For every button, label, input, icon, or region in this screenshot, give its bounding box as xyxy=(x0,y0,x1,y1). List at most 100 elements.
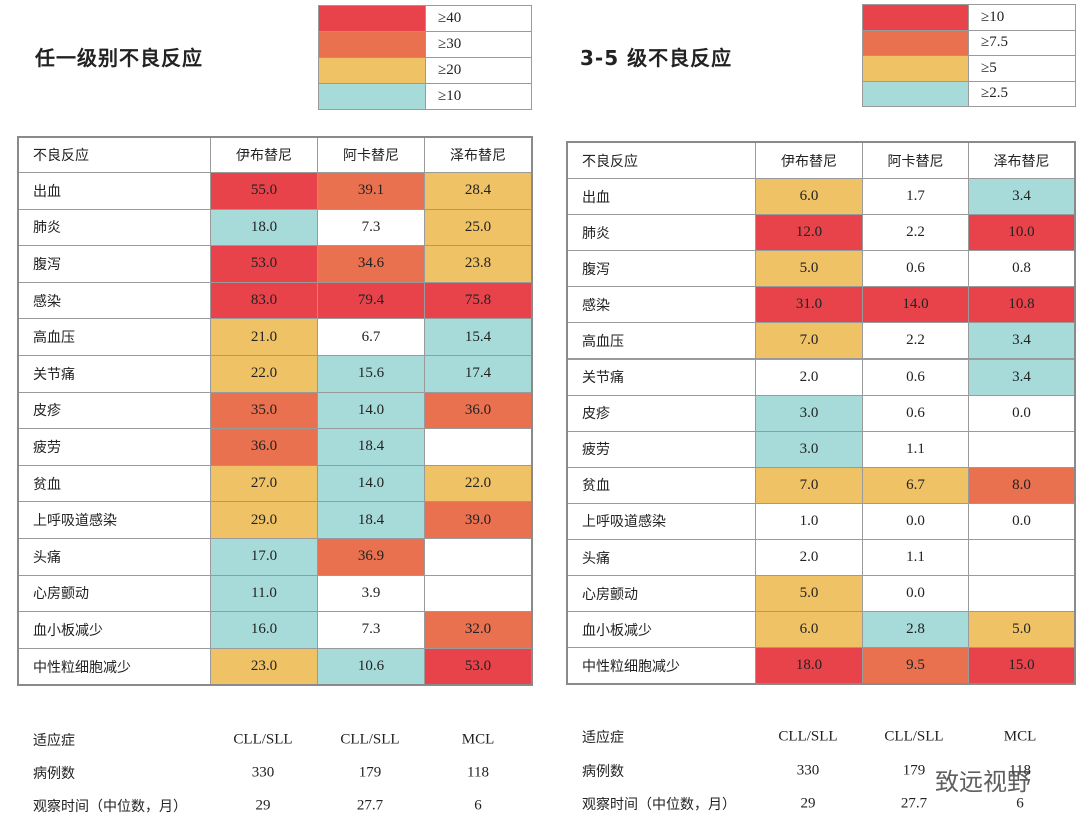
summary-value: 330 xyxy=(796,762,820,778)
value-cell: 36.0 xyxy=(424,391,532,430)
value-cell: 2.0 xyxy=(755,539,863,577)
value-cell: 18.0 xyxy=(755,647,863,685)
value-cell: 79.4 xyxy=(317,281,425,320)
value-cell: 39.0 xyxy=(424,501,532,539)
summary-value: 29 xyxy=(800,795,816,812)
value-cell: 2.0 xyxy=(755,358,863,396)
row-label: 血小板减少 xyxy=(567,611,756,649)
legend-swatch xyxy=(318,57,426,84)
value-cell: 15.6 xyxy=(317,355,425,393)
value-cell: 2.2 xyxy=(862,214,969,252)
value-cell: 34.6 xyxy=(317,245,425,283)
value-cell: 3.0 xyxy=(755,394,863,432)
value-cell xyxy=(424,574,532,613)
value-cell: 0.0 xyxy=(862,575,969,613)
value-cell: 35.0 xyxy=(210,391,318,430)
row-label: 疲劳 xyxy=(567,430,756,468)
value-cell: 0.6 xyxy=(862,250,969,288)
value-cell: 14.0 xyxy=(317,464,425,503)
row-label: 感染 xyxy=(567,286,756,324)
row-label: 感染 xyxy=(18,281,211,320)
value-cell: 5.0 xyxy=(755,575,863,613)
header-cell: 泽布替尼 xyxy=(424,137,532,173)
panel-title: 任一级别不良反应 xyxy=(35,46,203,70)
summary-label: 适应症 xyxy=(582,730,624,746)
value-cell: 18.4 xyxy=(317,501,425,539)
value-cell: 2.2 xyxy=(862,322,969,360)
legend-label: ≥5 xyxy=(968,55,1076,82)
value-cell: 22.0 xyxy=(424,464,532,503)
row-label: 皮疹 xyxy=(567,394,756,432)
value-cell: 36.9 xyxy=(317,538,425,576)
value-cell: 53.0 xyxy=(424,647,532,686)
legend-label: ≥30 xyxy=(425,31,532,58)
summary-value: 118 xyxy=(1009,762,1031,778)
value-cell: 3.4 xyxy=(968,322,1075,360)
panel-title: 3-5 级不良反应 xyxy=(580,46,733,70)
value-cell: 6.7 xyxy=(862,466,969,504)
value-cell: 23.0 xyxy=(210,647,318,686)
value-cell: 3.0 xyxy=(755,430,863,468)
value-cell: 6.0 xyxy=(755,611,863,649)
legend-swatch xyxy=(318,31,426,58)
legend-label: ≥40 xyxy=(425,5,532,32)
summary-value: 179 xyxy=(902,762,926,778)
value-cell: 5.0 xyxy=(755,250,863,288)
legend-swatch xyxy=(862,29,969,56)
value-cell: 7.3 xyxy=(317,611,425,649)
row-label: 高血压 xyxy=(567,322,756,360)
value-cell: 55.0 xyxy=(210,172,318,210)
summary-value: 330 xyxy=(251,764,275,781)
header-cell: 伊布替尼 xyxy=(755,142,863,179)
value-cell: 27.0 xyxy=(210,464,318,503)
row-label: 血小板减少 xyxy=(18,611,211,649)
header-cell: 不良反应 xyxy=(18,137,211,173)
value-cell: 18.4 xyxy=(317,428,425,466)
value-cell: 11.0 xyxy=(210,574,318,613)
legend-label: ≥2.5 xyxy=(968,80,1076,107)
value-cell: 14.0 xyxy=(317,391,425,430)
value-cell: 0.0 xyxy=(968,394,1075,432)
summary-label: 观察时间（中位数，月） xyxy=(33,799,187,815)
row-label: 心房颤动 xyxy=(567,575,756,613)
value-cell xyxy=(968,539,1075,577)
value-cell: 0.0 xyxy=(968,502,1075,540)
value-cell: 5.0 xyxy=(968,611,1075,649)
header-cell: 不良反应 xyxy=(567,142,756,179)
value-cell: 75.8 xyxy=(424,281,532,320)
summary-value: CLL/SLL xyxy=(884,728,944,745)
value-cell xyxy=(424,428,532,466)
summary-label: 观察时间（中位数，月） xyxy=(582,797,736,813)
value-cell xyxy=(968,575,1075,613)
summary-value: 6 xyxy=(1016,795,1024,812)
row-label: 肺炎 xyxy=(18,208,211,247)
value-cell: 1.7 xyxy=(862,178,969,216)
value-cell: 3.9 xyxy=(317,574,425,613)
row-label: 皮疹 xyxy=(18,391,211,430)
value-cell xyxy=(424,538,532,576)
value-cell: 1.0 xyxy=(755,502,863,540)
value-cell: 36.0 xyxy=(210,428,318,466)
row-label: 疲劳 xyxy=(18,428,211,466)
value-cell: 16.0 xyxy=(210,611,318,649)
summary-value: CLL/SLL xyxy=(340,731,400,748)
value-cell: 25.0 xyxy=(424,208,532,247)
header-cell: 伊布替尼 xyxy=(210,137,318,173)
value-cell: 17.0 xyxy=(210,538,318,576)
value-cell: 10.8 xyxy=(968,286,1075,324)
summary-label: 适应症 xyxy=(33,733,75,749)
row-label: 关节痛 xyxy=(18,355,211,393)
legend-swatch xyxy=(862,80,969,107)
row-label: 头痛 xyxy=(18,538,211,576)
value-cell: 0.8 xyxy=(968,250,1075,288)
row-label: 贫血 xyxy=(18,464,211,503)
row-label: 上呼吸道感染 xyxy=(18,501,211,539)
value-cell: 29.0 xyxy=(210,501,318,539)
value-cell: 7.0 xyxy=(755,466,863,504)
legend-swatch xyxy=(318,83,426,110)
value-cell: 0.6 xyxy=(862,358,969,396)
value-cell: 28.4 xyxy=(424,172,532,210)
legend-label: ≥20 xyxy=(425,57,532,84)
row-label: 腹泻 xyxy=(567,250,756,288)
